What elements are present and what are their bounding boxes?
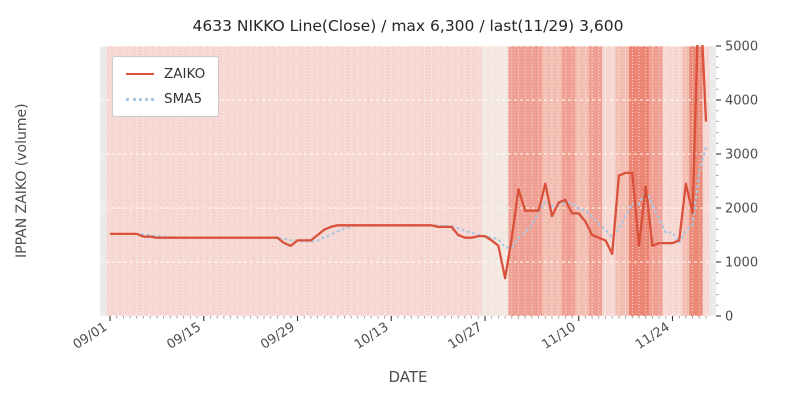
sma5-line-swatch-icon — [126, 97, 154, 101]
legend-item-sma5: SMA5 — [126, 91, 205, 107]
x-tick-label: 11/24 — [633, 320, 673, 353]
legend-item-zaiko: ZAIKO — [126, 66, 205, 82]
y-tick-label: 5000 — [725, 40, 758, 55]
background-band — [649, 46, 663, 316]
x-tick-label: 09/01 — [71, 320, 111, 353]
x-tick-label: 11/10 — [539, 320, 579, 353]
background-band — [689, 46, 703, 316]
legend-label-sma5: SMA5 — [164, 91, 203, 107]
x-axis-label: DATE — [388, 368, 428, 386]
background-band — [602, 46, 616, 316]
background-band — [562, 46, 576, 316]
background-band — [588, 46, 603, 316]
background-band — [575, 46, 589, 316]
y-tick-label: 1000 — [725, 256, 758, 271]
background-band — [615, 46, 629, 316]
y-tick-label: 4000 — [725, 94, 758, 109]
x-tick-label: 10/13 — [352, 320, 392, 353]
x-tick-label: 09/29 — [258, 320, 298, 353]
chart-title: 4633 NIKKO Line(Close) / max 6,300 / las… — [192, 17, 624, 35]
x-tick-label: 10/27 — [446, 320, 486, 353]
y-tick-label: 3000 — [725, 148, 758, 163]
y-axis-label: IPPAN ZAIKO (volume) — [14, 103, 30, 259]
zaiko-line — [110, 45, 708, 280]
legend: ZAIKO SMA5 — [112, 56, 220, 117]
y-tick-label: 0 — [725, 310, 733, 325]
x-tick-label: 09/15 — [164, 320, 204, 353]
y-tick-label: 2000 — [725, 202, 758, 217]
legend-label-zaiko: ZAIKO — [164, 66, 206, 82]
zaiko-line-swatch-icon — [126, 73, 154, 75]
